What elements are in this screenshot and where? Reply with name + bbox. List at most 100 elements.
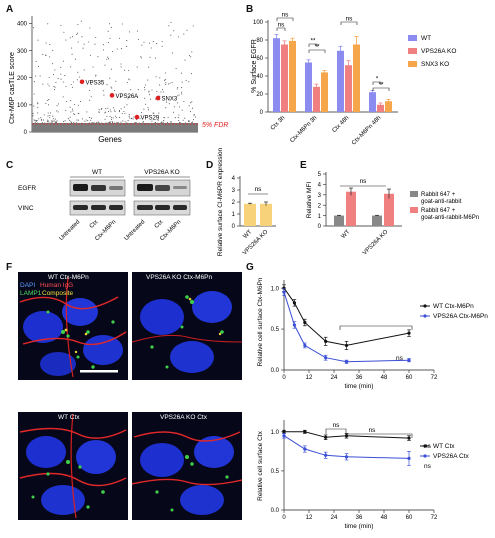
band-vinc-3 [109,205,123,210]
panel-e-xlabels: WT VPS26A KO [341,229,390,257]
gene-dot [65,85,67,88]
band-vinc-5 [155,205,170,210]
micro-title: VPS26A KO Ctx [160,414,207,421]
micro-title: WT Ctx-M6Pn [48,274,89,281]
gene-dot [69,119,71,121]
gene-dot [64,75,66,77]
gene-dot [94,43,96,45]
gene-dot [144,97,146,99]
tick-label: 0 [260,110,264,116]
legend-swatch [410,191,418,197]
gene-dot [164,79,166,81]
gene-dot [162,91,165,93]
band-vinc-6 [173,205,187,210]
gene-dot [110,26,112,28]
panel-d-yticks: 0 1 2 3 4 [232,176,240,230]
bar [273,38,280,113]
gene-dot [122,120,124,122]
nucleus [26,436,66,468]
gene-dot [88,117,90,119]
gene-dot [76,79,78,81]
panel-letter-f: F [6,262,12,273]
data-point [344,343,349,348]
panel-b-yticks: 0 20 40 60 80 100 [253,20,268,116]
nucleus [23,311,63,343]
tick-label: 36 [356,375,363,381]
gene-dot [156,43,158,45]
micro-ko-ctx-m6pn: VPS26A KO Ctx-M6Pn [132,272,242,380]
gene-dot [103,94,105,96]
micro-ko-ctx: VPS26A KO Ctx [132,412,242,520]
gene-dot [49,115,51,117]
gene-dot [45,102,47,104]
gene-dot [52,118,54,120]
gene-dot [121,23,123,25]
gene-dot [50,120,53,122]
membrane-outline [70,413,77,519]
category-label: WT [341,229,352,240]
gene-dot [113,109,116,111]
tick-label: 12 [306,515,313,521]
gene-dot [35,120,37,122]
gene-dot [126,81,128,84]
gene-dot [57,78,59,80]
legend-marker [423,454,427,458]
gene-dot [105,108,107,110]
gene-dot [116,117,118,119]
gene-dot [188,105,190,107]
gene-dot [139,118,141,120]
gene-dot [95,75,97,77]
gene-dot [192,25,194,27]
hit-dot [155,95,161,101]
bar [372,215,382,226]
tick-label: 300 [17,49,28,55]
gene-dot [137,89,139,91]
gene-dot [150,47,152,49]
gene-dot [143,86,146,88]
gene-dot [167,83,170,85]
gene-dot [177,36,179,38]
data-point [407,358,411,362]
bar [305,62,312,112]
gene-dot [52,120,54,122]
legend-label: Rabbit 647 + [421,208,456,214]
tick-label: 72 [431,375,438,381]
gene-dot [178,94,180,96]
data-point [344,360,349,364]
gene-dot [176,102,179,104]
legend-label: goat-anti-rabbit-M6Pn [421,215,479,221]
tick-label: 60 [406,375,413,381]
panel-letter-e: E [300,160,307,171]
tick-label: 0.5 [271,327,280,333]
gene-dot [120,108,122,110]
gene-dot [54,69,56,71]
gene-dot [47,104,50,106]
nucleus [192,291,232,323]
panel-e-bars [334,187,394,226]
sig-bracket [308,49,326,53]
nucleus [194,436,234,468]
gene-dot [89,99,91,101]
gene-dot [63,121,65,123]
gene-dot [184,117,186,119]
legend-swatch [410,207,418,213]
gene-dot [38,118,40,120]
gene-dot [148,66,150,68]
lamp1-puncta [150,295,224,369]
gene-dot [191,101,193,103]
tick-label: 3 [318,193,322,199]
tick-label: 0 [24,130,28,136]
gene-dot [52,63,54,65]
gene-dot [162,121,164,123]
colocalized-puncta [188,297,222,336]
panel-g-top-xlabel: time (min) [345,383,374,390]
gene-dot [36,119,38,122]
gene-dot [37,39,39,41]
gene-dot [79,101,82,103]
sig-label: ns [278,22,286,29]
gene-dot [186,29,188,31]
gene-dot [175,67,177,70]
panel-letter-a: A [6,4,13,15]
gene-dot [98,109,100,111]
legend-marker [423,314,427,318]
